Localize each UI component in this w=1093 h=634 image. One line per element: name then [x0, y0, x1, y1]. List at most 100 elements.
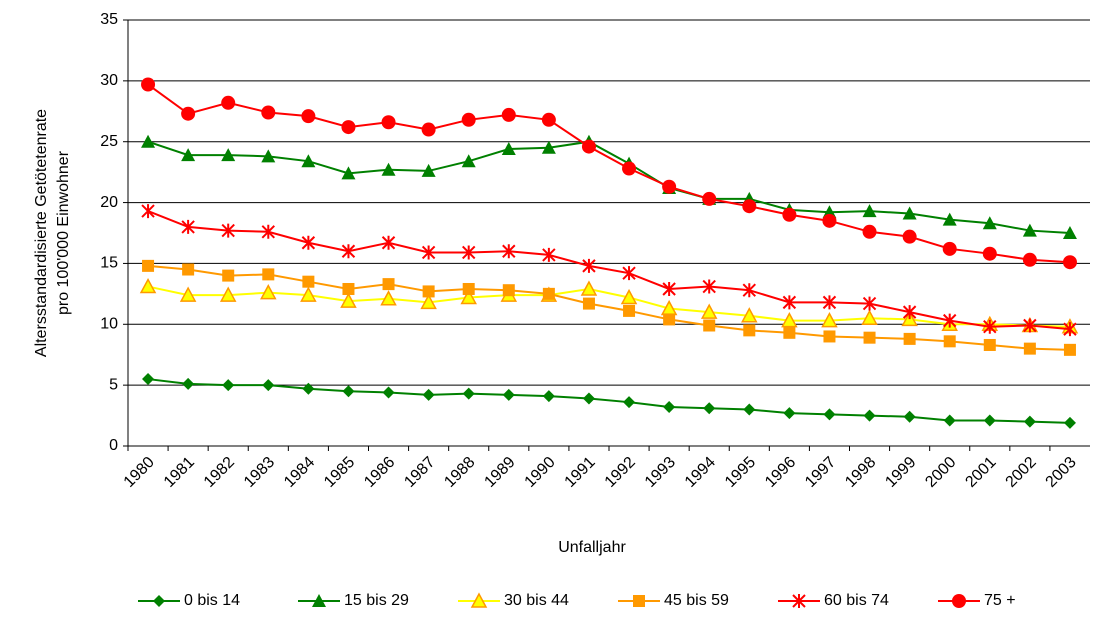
y-axis-label: Altersstandardisierte Getötetenrate	[33, 109, 50, 357]
marker	[622, 161, 637, 176]
marker	[620, 288, 638, 305]
marker	[422, 285, 435, 298]
marker	[542, 287, 555, 300]
marker	[301, 154, 316, 168]
marker	[1062, 226, 1077, 239]
marker	[182, 263, 195, 276]
x-tick-label: 1981	[161, 454, 198, 491]
series-line	[147, 264, 1070, 351]
series-line	[147, 378, 1070, 424]
legend-label: 45 bis 59	[664, 592, 729, 609]
marker	[1022, 252, 1037, 267]
marker	[262, 379, 275, 392]
marker	[542, 390, 555, 403]
marker	[1063, 416, 1076, 429]
marker	[502, 388, 515, 401]
x-tick-label: 1996	[762, 454, 799, 491]
marker	[141, 204, 155, 219]
marker	[260, 284, 277, 300]
marker	[863, 331, 876, 344]
marker	[541, 140, 556, 154]
marker	[462, 282, 475, 295]
marker	[302, 275, 315, 288]
y-tick-label: 20	[100, 194, 118, 211]
x-tick-label: 1987	[401, 454, 438, 491]
marker	[982, 216, 997, 230]
marker	[221, 95, 236, 110]
x-tick-label: 1992	[602, 454, 639, 491]
marker	[581, 139, 596, 154]
x-tick-label: 1993	[642, 454, 679, 491]
marker	[863, 409, 876, 422]
marker	[662, 179, 677, 194]
x-tick-label: 2001	[962, 454, 999, 491]
marker	[792, 594, 806, 608]
marker	[179, 286, 197, 302]
x-tick-label: 1994	[682, 454, 719, 491]
marker	[783, 407, 796, 420]
x-tick-label: 2000	[922, 454, 959, 491]
marker	[983, 338, 996, 351]
x-tick-label: 1983	[241, 454, 278, 491]
marker	[340, 292, 357, 308]
marker	[823, 330, 836, 343]
x-tick-label: 1984	[281, 454, 318, 491]
marker	[580, 280, 598, 296]
marker	[702, 191, 717, 206]
marker	[181, 219, 195, 234]
marker	[382, 278, 395, 291]
marker	[461, 112, 476, 127]
marker	[301, 235, 316, 250]
marker	[1063, 322, 1077, 337]
marker	[502, 244, 516, 259]
marker	[261, 105, 276, 120]
marker	[862, 296, 877, 311]
marker	[822, 213, 837, 228]
marker	[181, 106, 196, 121]
y-tick-label: 30	[100, 72, 118, 89]
marker	[783, 326, 796, 339]
marker	[942, 241, 957, 256]
marker	[952, 594, 966, 608]
marker	[703, 402, 716, 415]
legend-label: 75 +	[984, 592, 1016, 609]
marker	[382, 386, 395, 399]
marker	[742, 283, 756, 298]
marker	[222, 269, 235, 282]
marker	[302, 382, 315, 395]
marker	[1063, 343, 1076, 356]
marker	[902, 305, 917, 320]
legend-label: 15 bis 29	[344, 592, 409, 609]
x-tick-label: 1990	[521, 454, 558, 491]
marker	[141, 134, 156, 148]
marker	[542, 247, 556, 262]
x-tick-label: 1985	[321, 454, 358, 491]
marker	[582, 297, 595, 310]
marker	[461, 154, 476, 168]
marker	[262, 268, 275, 281]
marker	[1023, 415, 1036, 428]
marker	[1023, 318, 1037, 333]
marker	[222, 379, 235, 392]
marker	[421, 122, 436, 137]
series-line	[147, 210, 1071, 331]
marker	[422, 388, 435, 401]
x-tick-label: 1999	[882, 454, 919, 491]
marker	[983, 414, 996, 427]
marker	[782, 207, 797, 222]
marker	[662, 281, 676, 296]
marker	[633, 595, 645, 607]
marker	[983, 319, 997, 334]
y-tick-label: 5	[109, 376, 118, 393]
marker	[582, 392, 595, 405]
marker	[462, 245, 476, 260]
series-line	[147, 140, 1071, 234]
marker	[782, 295, 797, 310]
marker	[821, 312, 838, 328]
x-tick-label: 1982	[201, 454, 238, 491]
marker	[781, 312, 798, 328]
x-tick-label: 1986	[361, 454, 398, 491]
marker	[261, 149, 276, 163]
marker	[501, 107, 516, 122]
